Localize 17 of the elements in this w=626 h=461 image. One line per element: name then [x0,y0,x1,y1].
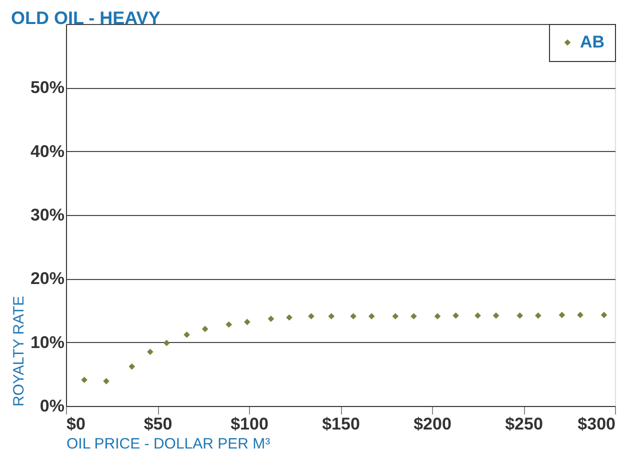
x-axis-title: OIL PRICE - DOLLAR PER M³ [66,436,270,452]
x-tick-label: $150 [322,414,360,434]
y-axis-title: ROYALTY RATE [10,296,28,406]
x-tick-label: $50 [144,414,172,434]
x-tick-label: $200 [414,414,452,434]
y-tick-label: 20% [30,269,64,288]
x-tick-label: $100 [230,414,268,434]
x-tick-label: $300 [578,414,616,434]
y-tick-label: 0% [40,396,64,416]
y-tick-label: 40% [30,142,64,161]
x-tick-label: $250 [505,414,543,434]
y-tick-label: 10% [30,332,64,352]
y-tick-label: 30% [30,206,64,224]
x-tick-label: $0 [66,414,86,434]
legend-label: AB [580,32,605,52]
y-tick-label: 50% [30,78,64,98]
chart-title: OLD OIL - HEAVY [10,8,160,28]
